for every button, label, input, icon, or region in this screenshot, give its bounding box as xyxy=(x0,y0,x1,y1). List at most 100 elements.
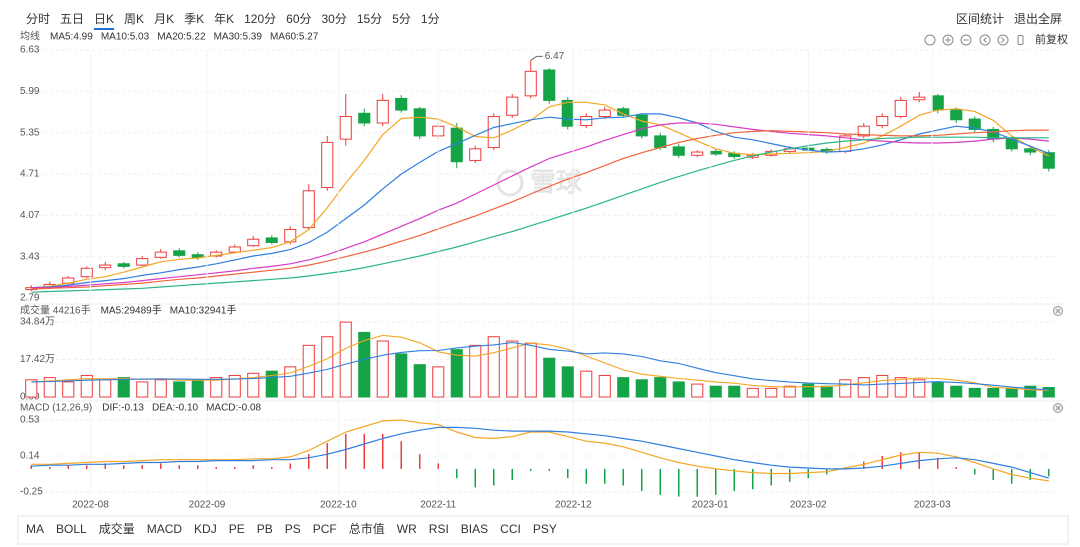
period-tab[interactable]: 日K xyxy=(94,12,114,26)
indicator-tab[interactable]: PCF xyxy=(313,522,337,536)
y-tick-label: 0.14 xyxy=(20,451,40,462)
volume-bar xyxy=(117,377,130,398)
adjust-mode[interactable]: 前复权 xyxy=(1035,32,1068,46)
indicator-tab[interactable]: CCI xyxy=(500,522,521,536)
period-tab[interactable]: 30分 xyxy=(322,12,347,26)
close-glyph xyxy=(1055,405,1061,411)
period-tab[interactable]: 120分 xyxy=(244,12,276,26)
candle-body xyxy=(635,114,648,137)
indicator-bar xyxy=(17,515,1069,545)
x-tick-label: 2022-10 xyxy=(320,500,357,511)
indicator-tab[interactable]: 成交量 xyxy=(99,521,135,536)
candle-body xyxy=(376,99,389,124)
y-tick-label: 0.53 xyxy=(20,415,40,426)
period-tab[interactable]: 年K xyxy=(214,12,234,26)
candle-body xyxy=(302,190,315,229)
indicator-tab[interactable]: BOLL xyxy=(56,522,87,536)
candle-body xyxy=(247,238,260,247)
period-tab[interactable]: 1分 xyxy=(421,12,440,26)
candle-body xyxy=(1024,148,1037,153)
volume-bar xyxy=(728,385,741,398)
candle-body xyxy=(580,116,593,127)
indicator-tab[interactable]: RSI xyxy=(429,522,449,536)
icon-left[interactable] xyxy=(979,34,991,46)
period-tab[interactable]: 5分 xyxy=(392,12,411,26)
indicator-tab[interactable]: PE xyxy=(229,522,245,536)
volume-bar xyxy=(950,385,963,398)
macd-line xyxy=(31,419,1049,482)
candle-body xyxy=(117,263,130,267)
volume-bar xyxy=(802,383,815,398)
volume-bar xyxy=(413,364,426,398)
icon-right[interactable] xyxy=(997,34,1009,46)
volume-bar xyxy=(191,379,204,398)
legend-entry: MA30:5.39 xyxy=(214,32,263,43)
toolbar-icons xyxy=(924,34,1024,46)
candle-body xyxy=(487,116,500,149)
indicator-tab[interactable]: MACD xyxy=(147,522,183,536)
y-tick-label: 34.84万 xyxy=(20,317,55,328)
volume-bar xyxy=(543,357,556,398)
volume-bar xyxy=(857,377,870,398)
indicator-tab[interactable]: MA xyxy=(26,522,44,536)
y-tick-label: 2.79 xyxy=(20,293,40,304)
period-tab[interactable]: 60分 xyxy=(286,12,311,26)
volume-bar xyxy=(487,336,500,398)
indicator-tab[interactable]: PSY xyxy=(533,522,557,536)
watermark: 雪球 xyxy=(530,167,583,197)
legend-entry: MACD:-0.08 xyxy=(206,403,261,414)
indicator-tab[interactable]: KDJ xyxy=(194,522,217,536)
legend-entry: DIF:-0.13 xyxy=(102,403,144,414)
indicator-tab[interactable]: 总市值 xyxy=(349,521,385,536)
volume-bar xyxy=(931,381,944,398)
annotation-leader xyxy=(530,55,543,61)
volume-bar xyxy=(876,374,889,398)
period-tab[interactable]: 月K xyxy=(154,12,174,26)
volume-bar xyxy=(746,387,759,398)
candle-body xyxy=(894,99,907,118)
period-tab[interactable]: 15分 xyxy=(357,12,382,26)
indicator-tab[interactable]: WR xyxy=(397,522,417,536)
volume-bar xyxy=(968,387,981,398)
volume-bar xyxy=(358,331,371,398)
candle-body xyxy=(561,99,574,127)
indicator-tab[interactable]: PS xyxy=(285,522,301,536)
icon-plus xyxy=(945,37,951,43)
icon-zoom-in[interactable] xyxy=(942,34,954,46)
candle-body xyxy=(173,250,186,256)
candle-body xyxy=(99,264,112,269)
candle-body xyxy=(617,108,630,116)
indicator-tab[interactable]: BIAS xyxy=(461,522,488,536)
icon-reset[interactable] xyxy=(924,34,936,46)
period-tab[interactable]: 五日 xyxy=(60,12,84,26)
volume-bar xyxy=(691,383,704,398)
y-tick-label: 5.35 xyxy=(20,127,40,138)
toolbar-link[interactable]: 退出全屏 xyxy=(1014,11,1062,26)
toolbar-link[interactable]: 区间统计 xyxy=(956,12,1004,26)
icon-fullscreen[interactable] xyxy=(1017,35,1024,45)
x-tick-label: 2022-09 xyxy=(189,500,226,511)
x-tick-label: 2023-01 xyxy=(692,500,729,511)
period-tab[interactable]: 分时 xyxy=(26,12,50,26)
icon-zoom-out[interactable] xyxy=(960,34,972,46)
legend-entry: MA20:5.22 xyxy=(157,32,206,43)
period-tab[interactable]: 季K xyxy=(184,12,204,26)
volume-bar xyxy=(820,385,833,398)
volume-bar xyxy=(339,321,352,398)
x-tick-label: 2022-08 xyxy=(72,500,109,511)
volume-bar xyxy=(450,349,463,398)
indicator-tab[interactable]: PB xyxy=(257,522,273,536)
candle-body xyxy=(506,96,519,116)
candle-body xyxy=(654,135,667,149)
volume-bar xyxy=(376,340,389,398)
volume-bar xyxy=(154,379,167,398)
volume-bar xyxy=(247,372,260,398)
volume-bar xyxy=(265,370,278,398)
candle-body xyxy=(154,251,167,258)
annotation: 6.47 xyxy=(545,51,565,62)
volume-bar xyxy=(210,377,223,398)
candle-body xyxy=(876,116,889,127)
period-tab[interactable]: 周K xyxy=(124,12,144,26)
volume-bar xyxy=(136,381,149,398)
